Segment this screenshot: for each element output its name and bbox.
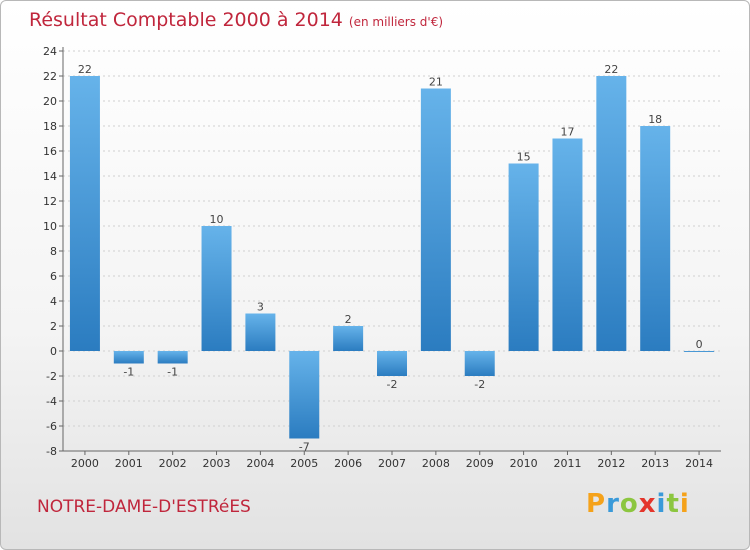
title-text: Résultat Comptable 2000 à 2014	[29, 9, 343, 31]
y-tick-label: 24	[43, 45, 57, 58]
bar-2005	[289, 351, 320, 439]
bar-2010	[508, 163, 539, 351]
data-label: 2	[345, 313, 352, 326]
bar-2011	[552, 138, 583, 351]
bar-2006	[333, 326, 364, 351]
data-label: 10	[210, 213, 224, 226]
x-tick-label: 2005	[290, 457, 318, 470]
data-label: 15	[517, 151, 531, 164]
x-tick-label: 2010	[510, 457, 538, 470]
bar-2000	[69, 76, 100, 351]
data-label: -1	[123, 366, 134, 379]
y-tick-label: -6	[46, 420, 57, 433]
y-tick-label: -2	[46, 370, 57, 383]
bar-2002	[157, 351, 188, 364]
bar-2013	[640, 126, 671, 351]
logo-letter: i	[679, 489, 690, 519]
x-tick-label: 2011	[553, 457, 581, 470]
data-label: -2	[387, 378, 398, 391]
data-label: 0	[696, 338, 703, 351]
chart-title: Résultat Comptable 2000 à 2014 (en millie…	[29, 9, 443, 31]
x-tick-label: 2003	[203, 457, 231, 470]
data-label: 22	[604, 63, 618, 76]
bar-2014	[684, 351, 715, 352]
commune-name: NOTRE-DAME-D'ESTRéES	[37, 497, 251, 517]
logo-letter: r	[606, 489, 620, 519]
data-label: 22	[78, 63, 92, 76]
bar-2003	[201, 226, 232, 351]
y-tick-label: 8	[50, 245, 57, 258]
data-label: 3	[257, 301, 264, 314]
bar-2007	[377, 351, 407, 376]
proxiti-logo: Proxiti	[586, 489, 690, 519]
x-tick-label: 2001	[115, 457, 143, 470]
data-label: 17	[560, 126, 574, 139]
y-tick-label: -4	[46, 395, 57, 408]
data-label: 21	[429, 76, 443, 89]
x-tick-label: 2012	[597, 457, 625, 470]
y-tick-label: 14	[43, 170, 57, 183]
bar-2008	[420, 88, 451, 351]
y-tick-label: 2	[50, 320, 57, 333]
data-label: -2	[474, 378, 485, 391]
y-tick-label: -8	[46, 445, 57, 458]
logo-letter: x	[638, 489, 657, 519]
bar-2004	[245, 313, 276, 351]
y-tick-label: 10	[43, 220, 57, 233]
logo-letter: t	[666, 489, 680, 519]
data-label: -7	[299, 441, 310, 454]
x-tick-label: 2004	[246, 457, 274, 470]
logo-letter: o	[619, 489, 639, 519]
x-tick-label: 2013	[641, 457, 669, 470]
y-tick-label: 4	[50, 295, 57, 308]
chart-subtitle: (en milliers d'€)	[348, 15, 444, 29]
x-tick-label: 2014	[685, 457, 713, 470]
data-label: 18	[648, 113, 662, 126]
logo-letter: i	[656, 489, 667, 519]
x-tick-label: 2002	[159, 457, 187, 470]
y-tick-label: 20	[43, 95, 57, 108]
y-tick-label: 22	[43, 70, 57, 83]
y-tick-label: 12	[43, 195, 57, 208]
bar-2001	[113, 351, 144, 364]
y-tick-label: 6	[50, 270, 57, 283]
x-tick-label: 2009	[466, 457, 494, 470]
x-tick-label: 2000	[71, 457, 99, 470]
y-tick-label: 16	[43, 145, 57, 158]
x-tick-label: 2006	[334, 457, 362, 470]
x-tick-label: 2007	[378, 457, 406, 470]
y-tick-label: 0	[50, 345, 57, 358]
bar-2009	[464, 351, 495, 376]
logo-letter: P	[586, 489, 607, 519]
data-label: -1	[167, 366, 178, 379]
x-tick-label: 2008	[422, 457, 450, 470]
bar-2012	[596, 76, 627, 351]
y-tick-label: 18	[43, 120, 57, 133]
